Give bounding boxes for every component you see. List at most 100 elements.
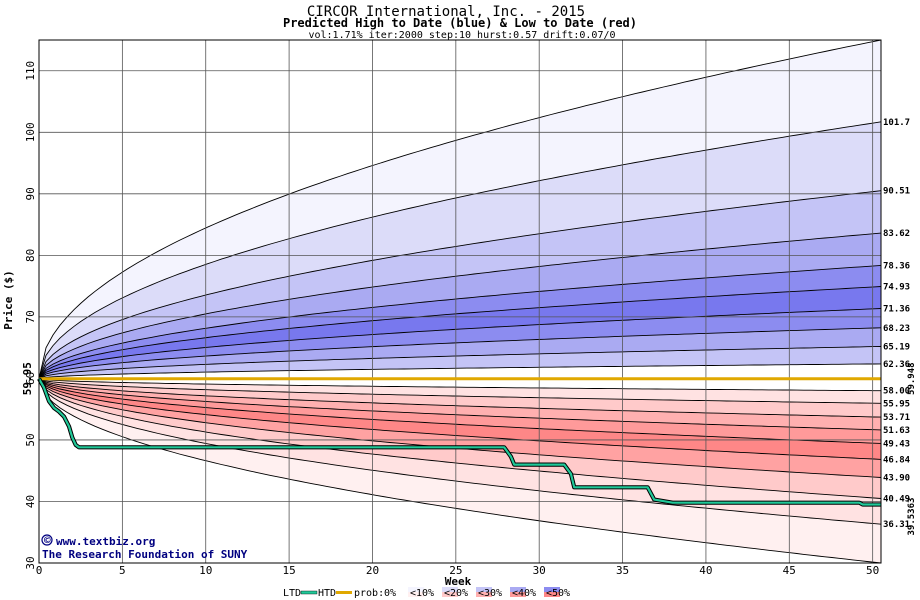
quantile-line-3 xyxy=(38,232,882,379)
quantile-line-11 xyxy=(38,378,882,404)
quantile-end-label-4: 78.36 xyxy=(883,261,910,271)
quantile-end-labels: 101.7 90.51 83.62 78.36 74.93 71.36 68.23 65.19… xyxy=(883,118,911,530)
x-tick-labels: 0 5 10 15 20 25 30 35 40 45 50 xyxy=(36,564,880,577)
quantile-bands xyxy=(39,40,881,563)
plot-frame xyxy=(38,39,882,564)
quantile-end-label-14: 49.43 xyxy=(883,439,910,449)
x-tick-label-45: 45 xyxy=(783,564,796,577)
quantile-end-label-15: 46.84 xyxy=(883,455,911,465)
legend-swatch-high-5 xyxy=(544,587,560,592)
legend-swatch-low-4 xyxy=(510,592,526,597)
x-tick-label-10: 10 xyxy=(199,564,212,577)
outer-boundary-19 xyxy=(38,378,882,564)
legend-prob-text-5: <50% xyxy=(546,588,570,599)
chart-params: vol:1.71% iter:2000 step:10 hurst:0.57 d… xyxy=(308,30,615,41)
high-band-1 xyxy=(39,121,881,379)
quantile-line-18 xyxy=(38,378,882,525)
legend-swatch-high-2 xyxy=(442,587,458,592)
quantile-end-label-9: 62.36 xyxy=(883,360,910,370)
legend-swatch-low-0 xyxy=(384,592,400,597)
quantile-line-14 xyxy=(38,378,882,444)
x-tick-label-20: 20 xyxy=(366,564,379,577)
quantile-end-label-8: 65.19 xyxy=(883,342,910,352)
x-tick-label-50: 50 xyxy=(866,564,879,577)
x-tick-label-35: 35 xyxy=(616,564,629,577)
x-tick-label-30: 30 xyxy=(533,564,546,577)
quantile-line-13 xyxy=(38,378,882,431)
chart-subtitle: Predicted High to Date (blue) & Low to D… xyxy=(283,16,637,30)
legend-prob-item-3: <30% xyxy=(476,587,502,599)
quantile-boundaries xyxy=(38,39,882,564)
y-axis-label: Price ($) xyxy=(2,270,15,330)
quantile-line-8 xyxy=(38,346,882,380)
legend-prob-text-3: <30% xyxy=(478,588,502,599)
credit-site[interactable]: www.textbiz.org xyxy=(56,535,155,548)
quantile-end-label-13: 51.63 xyxy=(883,426,910,436)
legend-swatch-high-3 xyxy=(476,587,492,592)
low-band-8 xyxy=(39,378,881,563)
quantile-end-label-16: 43.90 xyxy=(883,473,910,483)
quantile-line-2 xyxy=(38,190,882,379)
legend-prob-text-4: <40% xyxy=(512,588,536,599)
x-tick-label-5: 5 xyxy=(119,564,126,577)
quantile-end-label-6: 71.36 xyxy=(883,305,910,315)
right-value-label: 59.948 xyxy=(907,362,917,395)
high-band-8 xyxy=(39,346,881,379)
quantile-line-4 xyxy=(38,264,882,379)
legend-prob-text-0: 0% xyxy=(384,588,396,599)
x-tick-label-25: 25 xyxy=(449,564,462,577)
y-tick-label-80: 80 xyxy=(24,249,37,262)
high-band-0 xyxy=(39,40,881,379)
quantile-end-label-17: 40.49 xyxy=(883,494,910,504)
low-band-3 xyxy=(39,378,881,444)
quantile-end-label-18: 36.31 xyxy=(883,520,910,530)
quantile-line-9 xyxy=(38,363,882,380)
quantile-end-label-3: 83.62 xyxy=(883,229,910,239)
x-tick-label-15: 15 xyxy=(282,564,295,577)
legend-prob-text-2: <20% xyxy=(444,588,468,599)
legend-prob-item-0: 0% xyxy=(384,587,400,599)
quantile-end-label-5: 74.93 xyxy=(883,283,910,293)
chart-title: CIRCOR International, Inc. - 2015 xyxy=(307,4,585,20)
quantile-end-label-1: 101.7 xyxy=(883,118,910,128)
legend-prob-item-4: <40% xyxy=(510,587,536,599)
y-tick-label-70: 70 xyxy=(24,310,37,323)
legend-htd-label: HTD xyxy=(318,588,336,599)
legend-prob-item-1: <10% xyxy=(408,587,434,599)
low-band-4 xyxy=(39,378,881,460)
high-band-3 xyxy=(39,233,881,379)
low-band-6 xyxy=(39,378,881,499)
high-band-5 xyxy=(39,286,881,379)
y-tick-label-50: 50 xyxy=(24,433,37,446)
high-band-6 xyxy=(39,308,881,379)
high-band-2 xyxy=(39,190,881,379)
x-tick-label-0: 0 xyxy=(36,564,43,577)
series-lines xyxy=(37,377,881,507)
quantile-end-label-11: 55.95 xyxy=(883,399,910,409)
legend-swatch-low-5 xyxy=(544,592,560,597)
quantile-end-label-10: 58.00 xyxy=(883,387,910,397)
legend-swatch-high-1 xyxy=(408,587,424,592)
quantile-line-6 xyxy=(38,308,882,380)
legend-ltd-label: LTD xyxy=(283,588,301,599)
legend-prob-item-2: <20% xyxy=(442,587,468,599)
low-band-5 xyxy=(39,378,881,478)
quantile-line-7 xyxy=(38,327,882,380)
legend-swatch-low-3 xyxy=(476,592,492,597)
legend-ltd-swatch xyxy=(300,590,318,595)
legend-prob-item-5: <50% xyxy=(544,587,570,599)
legend-swatch-low-1 xyxy=(408,592,424,597)
y-tick-label-60: 60 xyxy=(24,372,37,385)
high-band-4 xyxy=(39,265,881,379)
ltd-line xyxy=(38,378,881,506)
legend: LTD HTD prob: 0% <10% <20% <30% <40% <50% xyxy=(283,587,570,599)
quantile-end-label-7: 68.23 xyxy=(883,324,910,334)
y-tick-label-30: 30 xyxy=(24,556,37,569)
quantile-line-17 xyxy=(38,378,882,499)
quantile-line-1 xyxy=(38,121,882,379)
credit-org: The Research Foundation of SUNY xyxy=(42,548,248,561)
low-band-7 xyxy=(39,378,881,525)
quantile-end-label-12: 53.71 xyxy=(883,413,910,423)
legend-prob-label: prob: xyxy=(354,588,384,599)
